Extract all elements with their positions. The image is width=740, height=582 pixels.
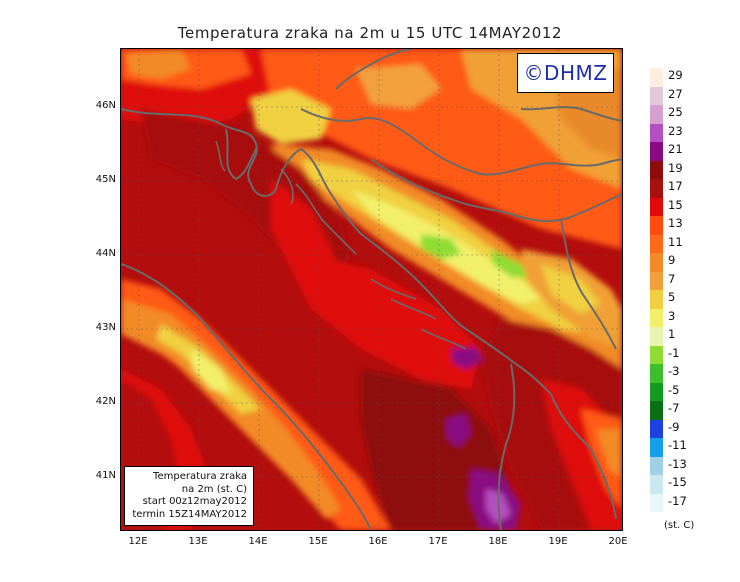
x-tick-label: 12E <box>128 536 148 547</box>
legend-label: -17 <box>668 493 687 508</box>
legend-label: 13 <box>668 216 683 230</box>
legend-label: -5 <box>668 382 680 397</box>
legend-label: -13 <box>668 456 687 471</box>
dhmz-logo: ©DHMZ <box>517 53 614 93</box>
legend-unit: (st. C) <box>664 520 695 531</box>
legend-swatch <box>650 308 663 327</box>
legend-swatch <box>650 253 663 272</box>
y-tick-label: 46N <box>95 100 116 111</box>
legend-label: 1 <box>668 327 676 341</box>
legend-swatch <box>650 142 663 161</box>
legend-swatch <box>650 419 663 438</box>
legend-swatch <box>650 179 663 198</box>
legend-label: 5 <box>668 290 676 304</box>
graticule <box>121 49 622 530</box>
legend-swatch <box>650 216 663 235</box>
legend-label: 11 <box>668 234 683 249</box>
legend-swatch <box>650 364 663 383</box>
legend-label: 21 <box>668 142 683 156</box>
legend-label: 15 <box>668 197 683 212</box>
legend-swatch <box>650 401 663 420</box>
info-line-variable: Temperatura zraka <box>153 471 247 482</box>
info-line-termin: termin 15Z14MAY2012 <box>132 508 247 520</box>
legend-swatch <box>650 271 663 290</box>
legend-label: 17 <box>668 179 683 193</box>
y-tick-label: 41N <box>95 470 116 481</box>
legend-label: 23 <box>668 123 683 138</box>
legend-swatch <box>650 382 663 401</box>
legend-swatch <box>650 327 663 346</box>
legend-label: -11 <box>668 438 687 452</box>
x-tick-label: 20E <box>608 536 628 547</box>
y-tick-label: 44N <box>95 248 116 259</box>
legend-label: 9 <box>668 253 676 267</box>
legend-label: 29 <box>668 68 683 82</box>
legend-swatch <box>650 197 663 216</box>
x-tick-label: 17E <box>428 536 448 547</box>
x-tick-label: 13E <box>188 536 208 547</box>
legend-label: -7 <box>668 401 680 415</box>
y-tick-label: 42N <box>95 396 116 407</box>
legend-swatch <box>650 86 663 105</box>
x-tick-label: 15E <box>308 536 328 547</box>
legend-swatch <box>650 345 663 364</box>
legend-label: 27 <box>668 86 683 101</box>
legend-swatch <box>650 105 663 124</box>
legend-swatch <box>650 456 663 475</box>
legend-swatch <box>650 290 663 309</box>
legend-swatch <box>650 475 663 494</box>
y-tick-label: 43N <box>95 322 116 333</box>
legend-swatch <box>650 493 663 512</box>
x-tick-label: 14E <box>248 536 268 547</box>
map-title: Temperatura zraka na 2m u 15 UTC 14MAY20… <box>177 24 563 42</box>
info-box: Temperatura zraka na 2m (st. C) start 00… <box>124 466 254 526</box>
x-tick-label: 16E <box>368 536 388 547</box>
legend-label: -9 <box>668 419 680 434</box>
legend-label: 25 <box>668 105 683 119</box>
islands <box>215 140 467 350</box>
x-tick-label: 18E <box>488 536 508 547</box>
legend-swatch <box>650 438 663 457</box>
legend-label: -15 <box>668 475 687 489</box>
temperature-field <box>121 49 622 530</box>
info-line-units: na 2m (st. C) <box>181 483 247 495</box>
y-tick-label: 45N <box>95 174 116 185</box>
x-tick-label: 19E <box>548 536 568 547</box>
legend-label: -1 <box>668 345 680 360</box>
legend-label: 19 <box>668 160 683 175</box>
legend-swatch <box>650 234 663 253</box>
info-line-start: start 00z12may2012 <box>142 496 247 507</box>
legend-label: 7 <box>668 271 676 286</box>
temperature-map <box>120 48 623 531</box>
coastlines <box>121 49 622 530</box>
legend-label: 3 <box>668 308 676 323</box>
legend-swatch <box>650 160 663 179</box>
legend-label: -3 <box>668 364 680 378</box>
legend-swatch <box>650 68 663 87</box>
legend-swatch <box>650 123 663 142</box>
